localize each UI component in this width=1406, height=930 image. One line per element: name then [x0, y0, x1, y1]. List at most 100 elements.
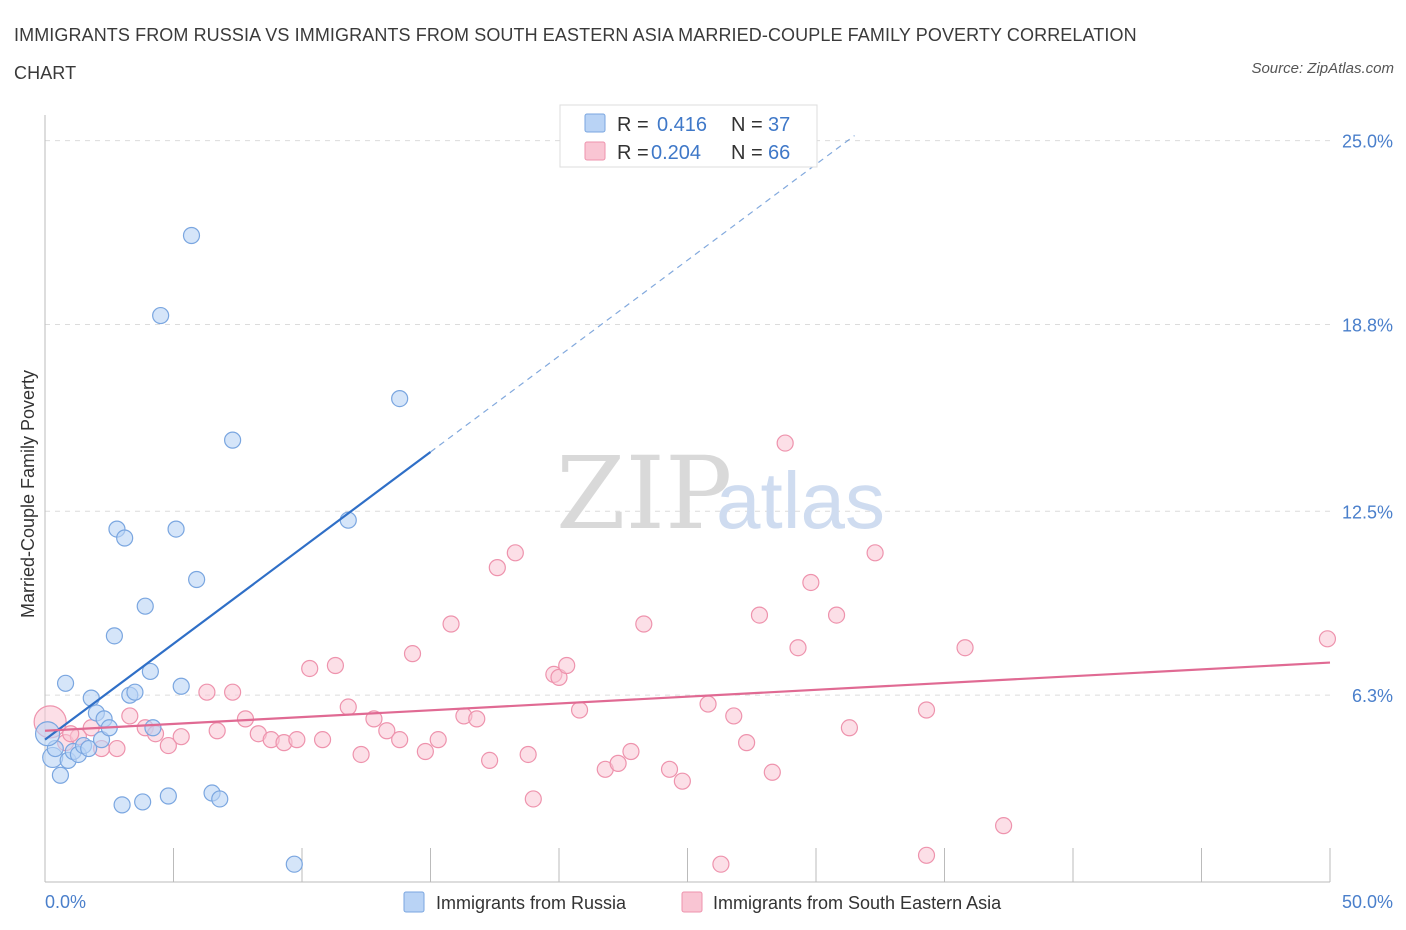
sea-point-5	[108, 739, 126, 758]
x-tick-label-1: 50.0%	[1342, 892, 1393, 912]
russia-point-36	[34, 721, 61, 747]
sea-point-57	[827, 606, 846, 624]
legend-r-label-russia: R =	[617, 114, 649, 136]
sea-point-47	[673, 772, 691, 790]
russia-point-25	[159, 787, 177, 805]
series-sea-points	[33, 434, 1337, 873]
russia-point-2	[51, 766, 70, 784]
sea-point-19	[301, 659, 319, 678]
watermark: ZIP atlas	[556, 435, 885, 552]
watermark-zip: ZIP	[556, 435, 732, 552]
russia-point-18	[126, 683, 144, 701]
y-tick-label-0: 6.3%	[1352, 686, 1393, 706]
sea-point-35	[506, 544, 524, 562]
sea-trend-line	[44, 661, 1331, 732]
legend-bottom-label-sea: Immigrants from South Eastern Asia	[713, 893, 1002, 913]
sea-point-58	[840, 719, 859, 737]
legend-top: R = 0.416 N = 37 R = 0.204 N = 66	[559, 104, 818, 168]
sea-point-56	[802, 573, 820, 592]
russia-point-11	[92, 731, 111, 749]
sea-point-6	[121, 707, 139, 725]
russia-point-35	[391, 389, 409, 408]
sea-point-48	[699, 695, 717, 713]
russia-point-26	[167, 520, 185, 538]
grid	[45, 140, 1330, 696]
sea-point-28	[416, 742, 434, 761]
russia-point-3	[56, 674, 75, 692]
russia-trend-line	[44, 451, 432, 741]
sea-point-29	[429, 731, 447, 749]
legend-r-value-sea: 0.204	[651, 142, 701, 164]
sea-point-59	[866, 544, 884, 562]
y-tick-label-1: 12.5%	[1342, 502, 1393, 522]
sea-point-13	[224, 683, 242, 701]
legend-n-value-russia: 37	[768, 114, 790, 136]
sea-point-61	[956, 639, 974, 657]
sea-point-40	[558, 656, 576, 675]
legend-bottom-swatch-sea	[681, 891, 703, 913]
sea-point-32	[468, 710, 486, 728]
legend-bottom-swatch-russia	[403, 891, 425, 913]
sea-point-45	[635, 615, 653, 633]
x-tick-label-0: 0.0%	[45, 892, 86, 912]
sea-point-22	[339, 698, 357, 716]
sea-point-43	[609, 754, 627, 772]
sea-point-50	[725, 707, 743, 725]
legend-r-label-sea: R =	[617, 142, 649, 164]
sea-point-20	[313, 731, 332, 749]
sea-point-24	[365, 710, 383, 728]
y-tick-label-2: 18.8%	[1342, 315, 1393, 335]
sea-point-34	[488, 559, 506, 577]
sea-point-23	[352, 745, 370, 764]
sea-point-9	[159, 736, 177, 755]
sea-point-33	[481, 751, 499, 770]
russia-point-20	[134, 793, 152, 811]
russia-point-29	[188, 570, 206, 589]
russia-point-31	[211, 790, 229, 808]
y-axis-label: Married-Couple Family Poverty	[18, 370, 38, 618]
russia-point-9	[82, 689, 100, 707]
sea-point-30	[442, 615, 460, 633]
sea-point-49	[712, 855, 730, 873]
legend-r-value-russia: 0.416	[657, 114, 707, 136]
legend-bottom-label-russia: Immigrants from Russia	[436, 893, 627, 913]
russia-point-21	[136, 597, 154, 615]
sea-point-21	[326, 656, 345, 675]
sea-point-60	[917, 701, 936, 719]
russia-point-16	[116, 529, 134, 547]
legend-swatch-sea	[584, 141, 606, 161]
sea-point-46	[660, 760, 679, 778]
russia-point-24	[152, 306, 170, 325]
russia-point-28	[182, 226, 201, 245]
russia-point-8	[80, 739, 98, 758]
sea-point-55	[789, 639, 807, 657]
russia-point-19	[113, 796, 131, 814]
legend-n-label-russia: N =	[731, 114, 763, 136]
sea-point-27	[403, 645, 422, 663]
trend-lines	[44, 135, 1331, 741]
russia-point-32	[224, 431, 242, 449]
sea-point-62	[917, 846, 936, 864]
series-russia-points	[34, 226, 409, 873]
source-label: Source: ZipAtlas.com	[1251, 60, 1394, 77]
russia-point-22	[141, 662, 159, 681]
russia-point-14	[105, 627, 123, 645]
russia-point-27	[172, 677, 190, 695]
sea-point-53	[763, 763, 781, 781]
sea-point-52	[750, 606, 769, 624]
sea-point-44	[622, 742, 640, 761]
sea-point-11	[198, 683, 216, 701]
sea-point-41	[570, 701, 589, 719]
sea-point-10	[172, 728, 190, 746]
legend-n-label-sea: N =	[731, 142, 763, 164]
sea-point-37	[524, 790, 542, 808]
sea-point-26	[391, 731, 409, 749]
legend-swatch-russia	[584, 113, 606, 133]
x-tick-labels: 0.0% 50.0%	[45, 892, 1393, 912]
sea-point-18	[288, 731, 306, 749]
sea-point-12	[208, 722, 226, 740]
sea-point-25	[378, 722, 396, 740]
russia-point-33	[285, 855, 303, 873]
sea-point-36	[519, 745, 537, 764]
